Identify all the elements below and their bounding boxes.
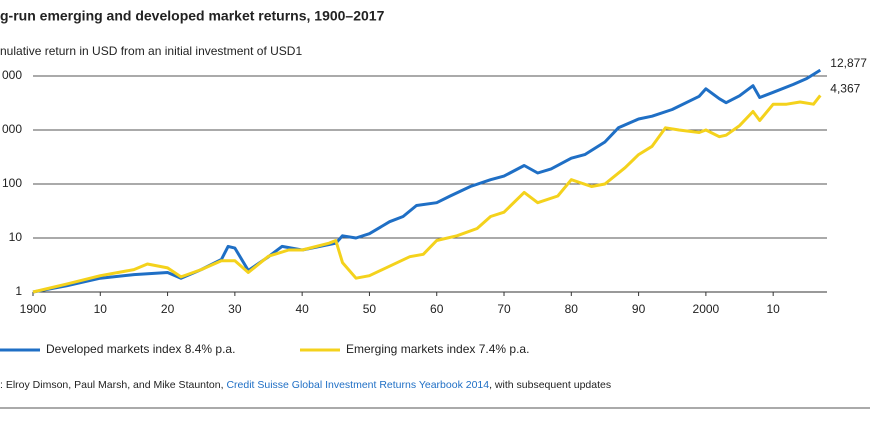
chart-subtitle: nulative return in USD from an initial i… [0, 44, 302, 58]
legend-label: Emerging markets index 7.4% p.a. [346, 342, 529, 356]
series-line [32, 68, 822, 294]
source-prefix: : Elroy Dimson, Paul Marsh, and Mike Sta… [0, 379, 226, 391]
y-tick-label: 000 [2, 122, 22, 136]
legend-label: Developed markets index 8.4% p.a. [46, 342, 235, 356]
source-suffix: , with subsequent updates [489, 379, 611, 391]
y-tick-label: 100 [2, 176, 22, 190]
end-label: 12,877 [830, 56, 867, 70]
x-tick-label: 10 [94, 302, 108, 316]
end-label: 4,367 [830, 82, 860, 96]
x-tick-label: 10 [766, 302, 780, 316]
y-tick-label: 10 [9, 230, 23, 244]
series-line [32, 94, 822, 294]
x-tick-label: 20 [161, 302, 175, 316]
x-tick-label: 40 [295, 302, 309, 316]
source: : Elroy Dimson, Paul Marsh, and Mike Sta… [0, 379, 611, 391]
x-tick-label: 90 [632, 302, 646, 316]
x-tick-label: 80 [565, 302, 579, 316]
x-tick-label: 60 [430, 302, 444, 316]
chart-title: g-run emerging and developed market retu… [0, 8, 385, 24]
x-tick-label: 30 [228, 302, 242, 316]
x-tick-label: 70 [497, 302, 511, 316]
x-tick-label: 50 [363, 302, 377, 316]
y-tick-label: 000 [2, 68, 22, 82]
y-tick-label: 1 [15, 284, 22, 298]
x-tick-label: 2000 [693, 302, 720, 316]
source-link[interactable]: Credit Suisse Global Investment Returns … [226, 379, 489, 391]
x-tick-label: 1900 [20, 302, 47, 316]
